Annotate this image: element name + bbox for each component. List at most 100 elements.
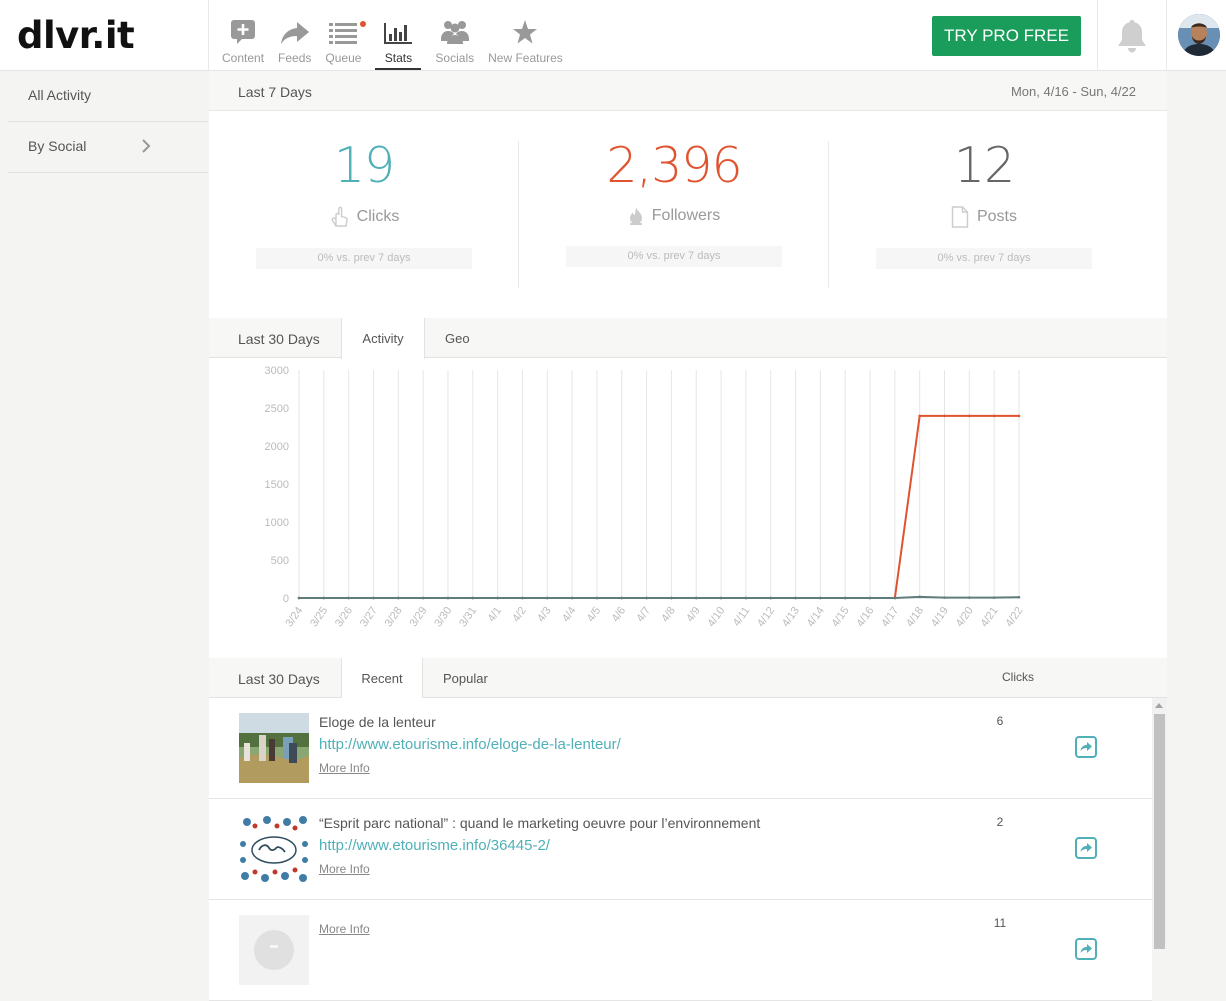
x-tick-label: 4/10 [705,605,727,629]
stat-comparison: 0% vs. prev 7 days [566,246,782,267]
more-info-link[interactable]: More Info [319,862,370,876]
share-icon[interactable] [1075,837,1097,859]
series-point [794,596,797,600]
series-point [297,596,301,600]
content-plus-icon [229,18,257,45]
x-tick-label: 3/27 [358,605,380,629]
sidebar-item-by-social[interactable]: By Social [8,122,208,173]
post-link[interactable]: http://www.etourisme.info/36445-2/ [319,837,550,854]
tab-recent[interactable]: Recent [341,658,423,699]
share-icon[interactable] [1075,938,1097,960]
series-point [943,596,946,599]
activity-chart: 3000 2500 2000 1500 1000 500 03/24 3/25 3/26 3/27… [265,365,1026,629]
chart-period-label: Last 30 Days [238,331,320,347]
x-tick-label: 4/22 [1003,605,1025,629]
nav-content[interactable]: Content [222,18,264,70]
series-point [521,596,524,600]
divider [518,141,519,288]
flame-icon [629,207,642,225]
x-tick-label: 4/21 [979,605,1001,629]
clicks-column-header: Clicks [1002,670,1034,684]
x-tick-label: 4/18 [904,605,926,629]
x-tick-label: 4/9 [684,605,703,624]
stat-followers: 2,396 Followers 0% vs. prev 7 days [519,141,829,267]
tab-activity[interactable]: Activity [341,318,425,359]
series-point [1017,414,1021,418]
nav-queue[interactable]: Queue [325,18,367,70]
series-point [769,596,773,600]
stat-label-row: Clicks [209,206,519,228]
post-clicks: 2 [996,815,1004,829]
stat-posts: 12 Posts 0% vs. prev 7 days [829,141,1139,269]
post-clicks: 6 [996,714,1004,728]
sidebar-item-all-activity[interactable]: All Activity [8,71,208,122]
x-tick-label: 4/3 [535,605,554,624]
stat-comparison: 0% vs. prev 7 days [876,248,1092,269]
hand-pointer-icon [331,206,348,227]
try-pro-free-button[interactable]: TRY PRO FREE [932,16,1081,56]
post-row: Eloge de la lenteur http://www.etourisme… [209,698,1152,799]
series-point [744,596,748,600]
post-clicks: 11 [993,916,1007,930]
posts-tabbar: Last 30 Days Recent Popular Clicks [209,658,1167,699]
post-title: “Esprit parc national” : quand le market… [319,815,761,831]
post-row: More Info 11 [209,900,1152,1001]
series-point [943,414,946,418]
share-icon[interactable] [1075,736,1097,758]
stat-clicks: 19 Clicks 0% vs. prev 7 days [209,141,519,269]
nav-label: Stats [384,51,413,65]
x-tick-label: 3/29 [407,605,429,629]
sidebar: All Activity By Social [0,71,208,949]
more-info-link[interactable]: More Info [319,761,370,775]
nav-label: Socials [435,51,475,65]
people-icon [440,18,470,45]
stat-value: 19 [333,137,395,194]
x-tick-label: 4/11 [731,605,753,629]
series-point [595,596,599,600]
x-tick-label: 4/16 [854,605,876,629]
x-tick-label: 4/7 [634,605,653,624]
post-link[interactable]: http://www.etourisme.info/eloge-de-la-le… [319,736,621,753]
y-tick-label: 1500 [265,479,289,491]
x-tick-label: 4/19 [929,605,951,629]
nav-label: Content [222,51,265,65]
x-tick-label: 3/25 [308,605,330,629]
series-point [868,596,872,600]
nav-new-features[interactable]: New Features [488,18,563,70]
more-info-link[interactable]: More Info [319,922,370,936]
tab-popular[interactable]: Popular [443,671,488,686]
post-thumbnail [239,814,309,884]
app-logo[interactable]: dlvr.it [17,14,135,57]
list-scrollbar[interactable] [1152,698,1167,949]
tab-geo[interactable]: Geo [445,331,470,346]
series-line-1 [299,414,1019,599]
nav-socials[interactable]: Socials [435,18,474,70]
scrollbar-thumb[interactable] [1154,714,1165,949]
x-tick-label: 3/24 [283,605,305,629]
x-tick-label: 4/5 [585,605,604,624]
stat-value: 12 [953,137,1015,194]
document-icon [951,206,969,228]
x-tick-label: 4/8 [659,605,678,624]
nav-stats[interactable]: Stats [375,18,422,70]
nav-feeds[interactable]: Feeds [278,18,311,70]
series-point [992,596,996,599]
notifications-button[interactable] [1097,0,1167,71]
y-tick-label: 3000 [265,365,289,377]
x-tick-label: 4/17 [879,605,901,629]
scroll-up-arrow[interactable] [1155,703,1163,708]
y-tick-label: 1000 [265,517,289,529]
x-tick-label: 4/13 [780,605,802,629]
stat-value: 2,396 [606,137,742,194]
x-tick-label: 4/15 [830,605,852,629]
post-row: “Esprit parc national” : quand le market… [209,799,1152,900]
post-thumbnail [239,713,309,783]
series-point [545,596,549,600]
series-point [347,596,350,600]
date-range: Mon, 4/16 - Sun, 4/22 [1010,84,1136,99]
main-panel: Last 7 Days Mon, 4/16 - Sun, 4/22 19 Cli… [209,71,1167,1001]
stat-label-row: Followers [519,206,829,226]
x-tick-label: 4/20 [954,605,976,629]
bar-chart-icon [383,18,413,45]
user-avatar[interactable] [1178,14,1220,56]
